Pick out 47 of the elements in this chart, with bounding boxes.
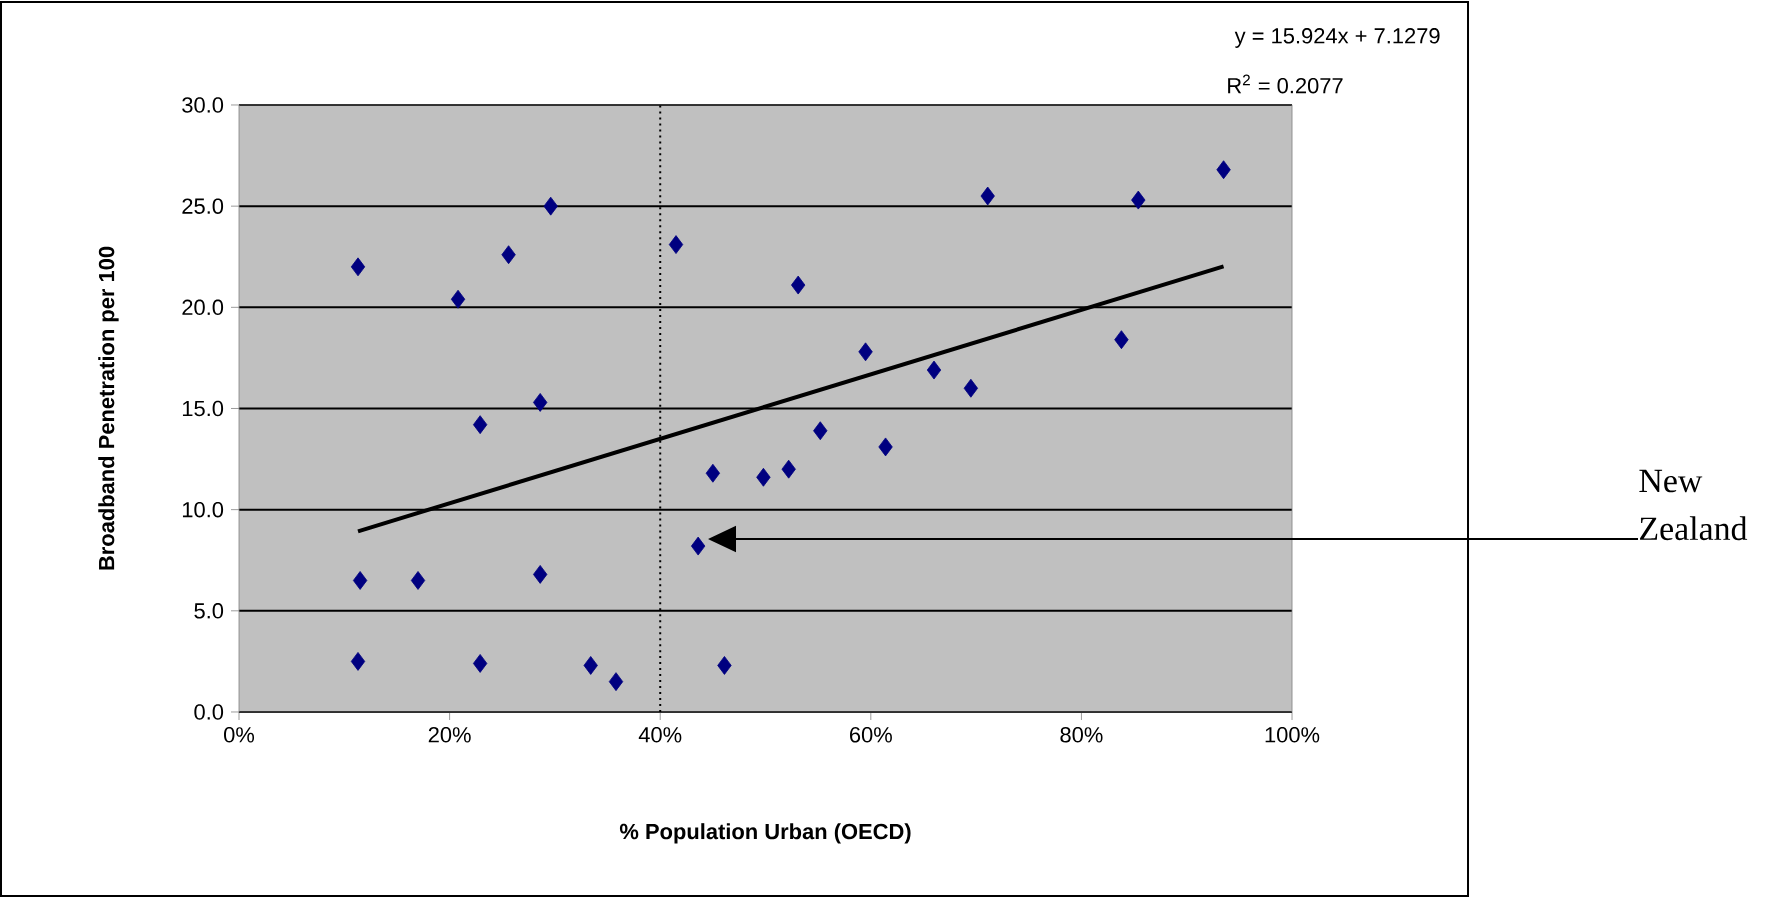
- x-tick-label: 20%: [428, 727, 471, 743]
- y-axis-title: Broadband Penetration per 100: [98, 246, 119, 570]
- point: [608, 672, 624, 692]
- point: [756, 467, 771, 487]
- point: [543, 196, 558, 216]
- y-tick-label: 5.0: [194, 603, 224, 619]
- x-tick-label: 0%: [224, 727, 255, 743]
- point: [410, 571, 426, 590]
- point: [781, 459, 796, 479]
- point: [668, 235, 684, 254]
- point: [501, 245, 516, 265]
- text: y = 15.924x + 7.1279: [1234, 28, 1440, 48]
- text: R$^{2}$ = 0.2077: [1228, 74, 1343, 94]
- point: [926, 360, 942, 380]
- point: [350, 652, 366, 671]
- x-tick-label: 60%: [850, 727, 892, 743]
- y-tick-label: 25.0: [182, 198, 224, 214]
- point: [1216, 160, 1231, 180]
- x-tick-label: 40%: [638, 727, 682, 743]
- point: [791, 275, 806, 295]
- y-tick-label: 0.0: [194, 704, 224, 720]
- y-tick-label: 20.0: [182, 299, 224, 316]
- x-tick-label: 80%: [1060, 727, 1103, 743]
- point: [1131, 190, 1146, 210]
- point: [450, 289, 466, 309]
- point: [583, 656, 598, 675]
- point: [813, 421, 828, 441]
- x-tick-label: 100%: [1265, 727, 1320, 743]
- point: [878, 437, 893, 457]
- point: [533, 564, 548, 584]
- point: [533, 393, 548, 412]
- point: [980, 186, 995, 206]
- y-tick-label: 10.0: [182, 501, 224, 518]
- point: [717, 656, 732, 675]
- x-axis-title: % Population Urban (OECD): [619, 823, 911, 844]
- point: [705, 463, 721, 483]
- point: [350, 257, 366, 277]
- point: [858, 342, 873, 362]
- point: [473, 415, 488, 435]
- y-tick-label: 30.0: [182, 97, 224, 113]
- point: [963, 378, 978, 398]
- point: [473, 654, 488, 673]
- point: [690, 536, 706, 556]
- text: New Zealand: [1639, 469, 1748, 541]
- point: [1114, 330, 1129, 350]
- point: [352, 571, 368, 590]
- y-tick-label: 15.0: [182, 400, 224, 417]
